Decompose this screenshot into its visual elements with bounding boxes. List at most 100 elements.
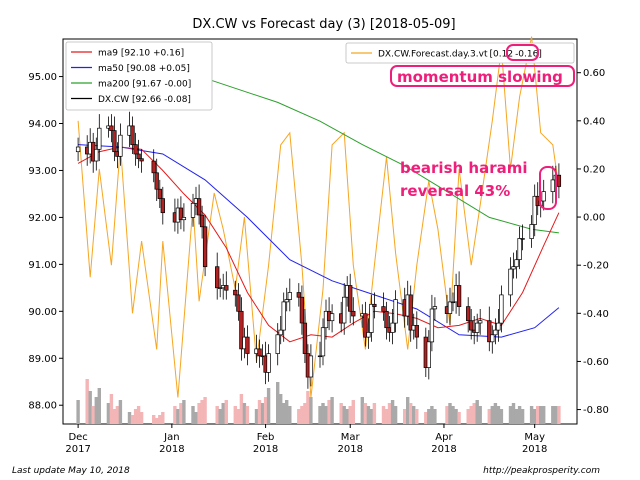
candle-body bbox=[478, 320, 483, 324]
candle-body bbox=[514, 259, 519, 268]
candle bbox=[299, 285, 305, 335]
volume-bar bbox=[366, 406, 371, 424]
volume-bar bbox=[327, 400, 331, 424]
candle-body bbox=[287, 292, 292, 300]
candle bbox=[136, 139, 141, 169]
candle bbox=[514, 250, 519, 279]
candle bbox=[275, 323, 280, 366]
volume-bar bbox=[303, 403, 307, 424]
volume-bar bbox=[487, 409, 491, 424]
candle bbox=[342, 283, 347, 335]
volume-bar bbox=[191, 406, 195, 424]
candle-body bbox=[136, 153, 141, 160]
candle bbox=[550, 165, 555, 204]
candle-body bbox=[426, 341, 431, 368]
candle bbox=[154, 158, 159, 201]
candle-body bbox=[154, 172, 159, 190]
volume-bar bbox=[276, 382, 280, 424]
x-tick-year: 2018 bbox=[159, 444, 184, 455]
harami-annotation-line2: reversal 43% bbox=[400, 182, 510, 200]
candle bbox=[308, 344, 314, 387]
volume-bar bbox=[76, 400, 80, 424]
candle-body bbox=[275, 334, 280, 354]
volume-bar bbox=[112, 409, 117, 424]
candle-body bbox=[541, 191, 546, 202]
candle bbox=[426, 330, 431, 380]
candle bbox=[160, 186, 165, 225]
volume-bar bbox=[85, 379, 89, 424]
momentum-annotation-box bbox=[390, 65, 575, 87]
candle-body bbox=[233, 289, 238, 296]
candle-body bbox=[284, 299, 289, 303]
volume-bar bbox=[309, 397, 313, 424]
candle bbox=[302, 309, 308, 363]
candle bbox=[181, 203, 187, 232]
volume-bar bbox=[536, 406, 540, 424]
candle bbox=[499, 285, 504, 333]
volume-bar bbox=[539, 406, 543, 424]
last-update-note: Last update May 10, 2018 bbox=[12, 466, 130, 476]
volume-bar bbox=[263, 397, 268, 424]
volume-bar bbox=[478, 406, 482, 424]
candle-body bbox=[196, 198, 202, 216]
volume-bar bbox=[533, 409, 537, 424]
y-left-tick-label: 88.00 bbox=[28, 401, 57, 412]
candle-body bbox=[308, 355, 314, 378]
forecast-line bbox=[77, 36, 560, 398]
legend-item-label: ma50 [90.08 +0.05] bbox=[98, 64, 190, 74]
candle bbox=[329, 304, 335, 333]
candle-body bbox=[348, 285, 353, 312]
legend-right: DX.CW.Forecast.day.3.vt [0.12 -0.16] bbox=[345, 42, 575, 64]
candle-body bbox=[278, 329, 283, 336]
candle-body bbox=[429, 308, 435, 343]
volume-bar bbox=[433, 409, 437, 424]
volume-bar bbox=[557, 406, 561, 424]
candle-body bbox=[508, 268, 513, 296]
candle bbox=[218, 278, 223, 298]
candle bbox=[281, 292, 286, 342]
volume-bar bbox=[260, 403, 265, 424]
candle bbox=[496, 309, 501, 342]
candle bbox=[351, 297, 356, 326]
volume-bar bbox=[233, 406, 237, 424]
volume-bar bbox=[517, 406, 522, 424]
candle-body bbox=[499, 294, 504, 324]
x-axis: Dec2017Jan2018Feb2018Mar2018Apr2018May20… bbox=[65, 424, 547, 455]
volume-bar bbox=[529, 406, 534, 424]
volume-bar bbox=[285, 400, 289, 424]
candle bbox=[493, 318, 498, 345]
legend-item-label: ma200 [91.67 -0.00] bbox=[98, 80, 191, 90]
candle-body bbox=[493, 329, 498, 336]
candle-body bbox=[475, 322, 480, 333]
volume-bar bbox=[457, 412, 461, 424]
candle-body bbox=[199, 214, 205, 228]
y-left-tick-label: 93.00 bbox=[28, 166, 57, 177]
y-right-tick-label: -0.40 bbox=[583, 309, 609, 320]
candle bbox=[130, 116, 135, 154]
volume-bar bbox=[318, 406, 322, 424]
volume-bar bbox=[511, 403, 516, 424]
volume-bar bbox=[490, 406, 494, 424]
volume-bar bbox=[363, 403, 368, 424]
x-tick-month: Feb bbox=[257, 432, 275, 443]
candle bbox=[266, 344, 271, 382]
candle-body bbox=[160, 198, 165, 214]
candle-body bbox=[157, 188, 162, 199]
candle bbox=[278, 316, 283, 345]
candle-body bbox=[151, 160, 156, 174]
candle-body bbox=[218, 287, 223, 289]
volume-bar bbox=[542, 406, 546, 424]
candle-body bbox=[342, 296, 347, 324]
candle bbox=[196, 184, 202, 225]
volume-bar bbox=[158, 415, 162, 424]
candle bbox=[429, 294, 435, 352]
candle bbox=[239, 297, 244, 361]
volume-bar bbox=[554, 406, 558, 424]
candle-body bbox=[517, 238, 522, 260]
candle-body bbox=[139, 158, 144, 162]
volume-bar bbox=[448, 403, 452, 424]
volume-bar bbox=[152, 415, 156, 424]
y-left-tick-label: 90.00 bbox=[28, 307, 57, 318]
candle bbox=[408, 285, 413, 342]
candle bbox=[215, 252, 220, 300]
